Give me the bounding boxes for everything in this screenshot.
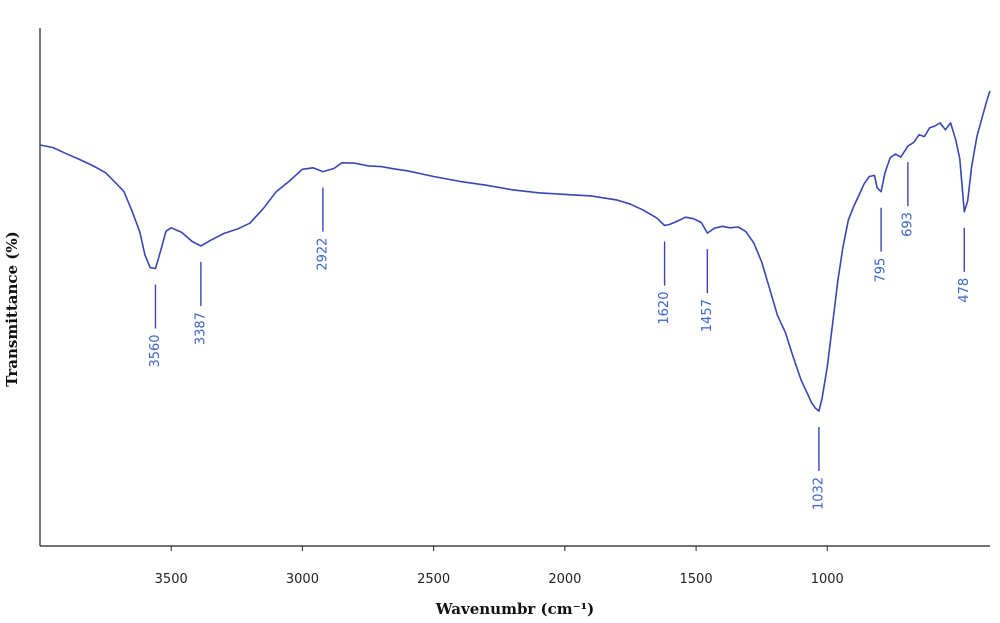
y-axis-title: Transmittance (%) <box>3 231 21 386</box>
peak-label: 2922 <box>315 238 330 271</box>
x-axis-title: Wavenumbr (cm⁻¹) <box>435 600 595 618</box>
x-tick-label: 2000 <box>548 572 581 587</box>
peak-label: 478 <box>957 278 972 303</box>
x-tick-label: 1000 <box>811 572 844 587</box>
x-tick-label: 2500 <box>417 572 450 587</box>
x-tick-label: 3000 <box>286 572 319 587</box>
peak-label: 1620 <box>657 292 672 325</box>
x-tick-label: 3500 <box>155 572 188 587</box>
peak-label: 795 <box>874 258 889 283</box>
peak-markers: 3560 3387 2922 1620 1457 1032 795 693 478 <box>148 162 972 510</box>
peak-label: 693 <box>900 212 915 237</box>
peak-label: 3387 <box>193 312 208 345</box>
spectrum-line <box>39 90 991 412</box>
x-ticks: 3500 3000 2500 2000 1500 1000 <box>155 546 844 587</box>
x-tick-label: 1500 <box>680 572 713 587</box>
axes <box>39 28 990 547</box>
peak-label: 1457 <box>700 299 715 332</box>
peak-label: 1032 <box>811 477 826 510</box>
peak-label: 3560 <box>148 334 163 367</box>
